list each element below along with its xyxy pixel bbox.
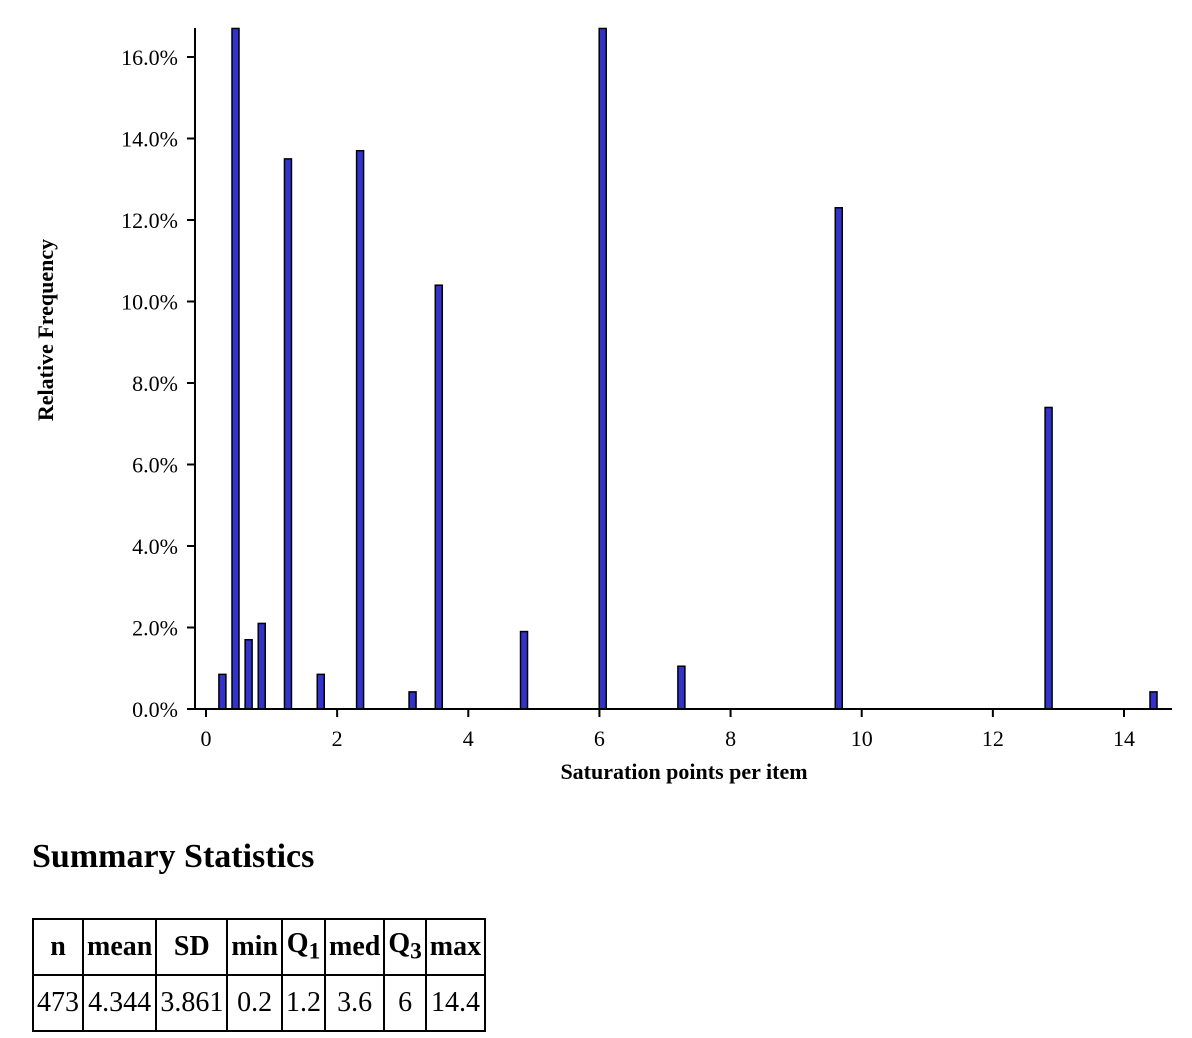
table-row: 473 4.344 3.861 0.2 1.2 3.6 6 14.4 [32, 974, 487, 1032]
x-axis-title: Saturation points per item [560, 759, 807, 784]
y-tick-label: 12.0% [121, 208, 178, 233]
x-tick-label: 10 [851, 726, 873, 751]
y-tick-label: 10.0% [121, 290, 178, 315]
value-sd: 3.861 [155, 974, 229, 1032]
header-n: n [32, 918, 84, 976]
histogram-chart: 0 2 4 6 8 10 12 14 0.0% 2.0% 4.0% 6.0% 8.0% 10.0% 12.… [33, 27, 1172, 784]
table-header-row: n mean SD min Q1 med Q3 max [32, 918, 487, 976]
y-tick-label: 0.0% [132, 697, 178, 722]
summary-title: Summary Statistics [32, 838, 315, 875]
bar [834, 207, 844, 710]
value-med: 3.6 [324, 974, 386, 1032]
value-q3: 6 [383, 974, 427, 1032]
bar [244, 638, 253, 710]
bar [1044, 406, 1053, 710]
bar [598, 27, 607, 710]
bar [677, 665, 686, 710]
bars-group [218, 27, 1158, 710]
x-tick-label: 0 [201, 726, 212, 751]
header-q3-subscript: 3 [410, 938, 422, 965]
header-q3: Q3 [383, 918, 427, 976]
value-mean: 4.344 [81, 974, 158, 1032]
value-q1: 1.2 [281, 974, 327, 1032]
header-min: min [226, 918, 284, 976]
y-tick-label: 6.0% [132, 453, 178, 478]
header-mean: mean [81, 918, 158, 976]
bar [355, 149, 365, 710]
x-tick-label: 14 [1113, 726, 1135, 751]
header-q1-subscript: 1 [308, 938, 321, 965]
bar [434, 284, 444, 710]
header-q3-letter: Q [388, 928, 411, 960]
y-tick-label: 8.0% [132, 371, 178, 396]
summary-statistics-table: n mean SD min Q1 med Q3 max 473 4.344 3.… [32, 918, 487, 1032]
bar [218, 673, 227, 710]
header-med: med [324, 918, 386, 976]
y-axis-title: Relative Frequency [33, 239, 58, 421]
value-n: 473 [32, 974, 84, 1032]
header-q1-letter: Q [286, 928, 309, 960]
bar [1149, 691, 1158, 710]
bar [283, 158, 293, 710]
header-max: max [424, 918, 487, 976]
x-tick-label: 12 [982, 726, 1004, 751]
bar [257, 622, 266, 710]
bar [519, 630, 529, 710]
y-tick-label: 14.0% [121, 127, 178, 152]
x-tick-label: 2 [332, 726, 343, 751]
bar [316, 673, 325, 710]
y-tick-label: 2.0% [132, 616, 178, 641]
header-sd: SD [155, 918, 229, 976]
x-ticks-group: 0 2 4 6 8 10 12 14 [201, 709, 1135, 751]
x-tick-label: 6 [594, 726, 605, 751]
y-tick-label: 4.0% [132, 534, 178, 559]
y-ticks-group: 0.0% 2.0% 4.0% 6.0% 8.0% 10.0% 12.0% 14.0% 16.0% [121, 45, 195, 722]
y-tick-label: 16.0% [121, 45, 178, 70]
value-max: 14.4 [424, 974, 487, 1032]
bar [231, 27, 240, 710]
bar [408, 691, 417, 710]
header-q1: Q1 [281, 918, 327, 976]
value-min: 0.2 [226, 974, 284, 1032]
x-tick-label: 8 [725, 726, 736, 751]
x-tick-label: 4 [463, 726, 474, 751]
